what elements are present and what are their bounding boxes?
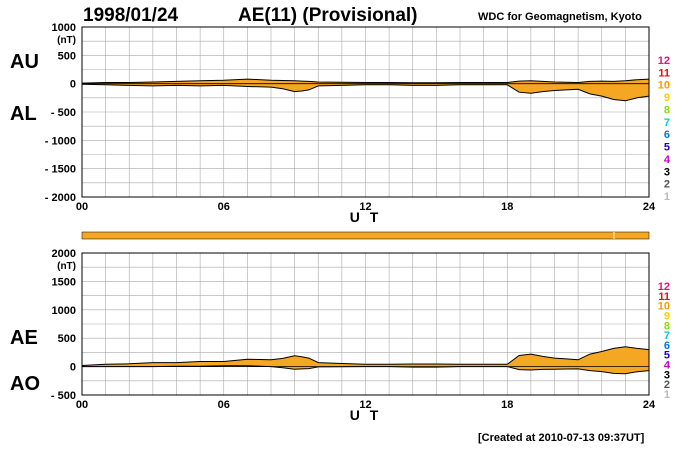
x-tick-label: 24 [643, 399, 656, 411]
x-tick-label: 00 [76, 399, 88, 411]
x-tick-label: 12 [359, 399, 371, 411]
x-tick-label: 24 [643, 201, 656, 213]
x-tick-label: 12 [359, 201, 371, 213]
panel-label-al: AL [10, 103, 37, 125]
availability-bar [81, 231, 650, 240]
panel-label-ao: AO [10, 373, 40, 395]
legend-station-count: 8 [664, 320, 670, 332]
x-axis-title: U T [350, 209, 382, 225]
y-tick-label: 0 [70, 362, 76, 374]
legend-station-count: 4 [664, 360, 671, 372]
legend-station-count: 3 [664, 369, 670, 381]
y-tick-label: 500 [58, 50, 76, 62]
y-tick-label: 1500 [52, 276, 76, 288]
legend-station-count: 7 [664, 117, 670, 129]
y-tick-label: 2000 [52, 248, 76, 260]
plot-frame [81, 252, 650, 396]
panel-label-ae: AE [10, 327, 38, 349]
legend-station-count: 3 [664, 166, 670, 178]
index-title: AE(11) (Provisional) [238, 5, 418, 26]
y-tick-label: 1000 [52, 305, 76, 317]
legend-station-count: 5 [664, 142, 670, 154]
y-tick-label: - 2000 [45, 192, 76, 204]
legend-station-count: 11 [658, 291, 670, 303]
panel-label-au: AU [10, 51, 39, 73]
series-line-al [81, 83, 650, 102]
legend-station-count: 6 [664, 340, 670, 352]
legend-station-count: 6 [664, 129, 670, 141]
y-tick-label: - 500 [51, 390, 76, 402]
unit-label: (nT) [57, 35, 76, 46]
x-tick-label: 06 [218, 399, 230, 411]
legend-station-count: 12 [658, 55, 670, 67]
series-line-ae [81, 346, 650, 366]
legend-station-count: 10 [658, 301, 670, 313]
legend-station-count: 10 [658, 80, 670, 92]
legend-station-count: 9 [664, 92, 670, 104]
legend-station-count: 12 [658, 281, 670, 293]
y-tick-label: 0 [70, 79, 76, 91]
date-label: 1998/01/24 [83, 5, 179, 26]
panel-2 [81, 252, 650, 396]
x-tick-label: 18 [501, 399, 513, 411]
y-tick-label: - 500 [51, 107, 76, 119]
y-tick-label: - 1000 [45, 135, 76, 147]
x-tick-label: 06 [218, 201, 230, 213]
x-axis-title: U T [350, 407, 382, 423]
unit-label: (nT) [57, 261, 76, 272]
legend-station-count: 7 [664, 330, 670, 342]
created-stamp: [Created at 2010-07-13 09:37UT] [478, 432, 645, 444]
legend-station-count: 2 [664, 179, 670, 191]
legend-station-count: 8 [664, 104, 670, 116]
source-label: WDC for Geomagnetism, Kyoto [478, 11, 642, 23]
y-tick-label: - 1500 [45, 164, 76, 176]
x-tick-label: 00 [76, 201, 88, 213]
x-tick-label: 18 [501, 201, 513, 213]
legend-station-count: 11 [658, 67, 670, 79]
legend-station-count: 1 [664, 191, 670, 203]
y-tick-label: 500 [58, 333, 76, 345]
band-fill [82, 346, 649, 374]
legend-station-count: 9 [664, 310, 670, 322]
legend-station-count: 2 [664, 379, 670, 391]
y-tick-label: 1000 [52, 22, 76, 34]
series-line-au [81, 78, 650, 84]
legend-station-count: 5 [664, 350, 670, 362]
legend-station-count: 1 [664, 389, 670, 401]
plot-frame [81, 26, 650, 198]
panel-1 [81, 26, 650, 198]
legend-station-count: 4 [664, 154, 671, 166]
